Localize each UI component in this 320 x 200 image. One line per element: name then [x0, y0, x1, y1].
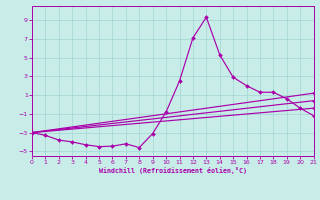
- X-axis label: Windchill (Refroidissement éolien,°C): Windchill (Refroidissement éolien,°C): [99, 167, 247, 174]
